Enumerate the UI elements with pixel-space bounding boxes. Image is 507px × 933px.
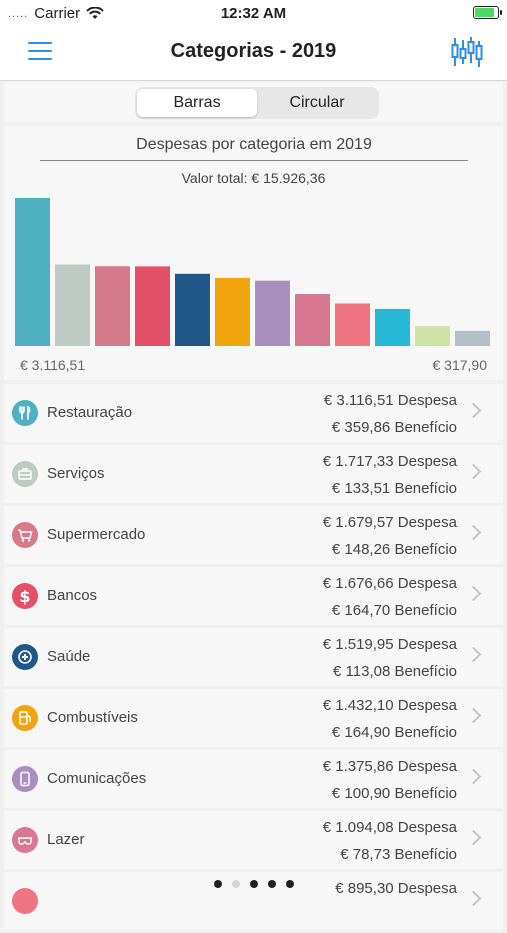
category-row-servicos[interactable]: Serviços € 1.717,33 Despesa € 133,51 Ben… xyxy=(4,445,503,503)
chevron-right-icon xyxy=(465,585,482,602)
chevron-right-icon xyxy=(465,768,482,785)
category-row-supermercado[interactable]: Supermercado € 1.679,57 Despesa € 148,26… xyxy=(4,506,503,564)
category-row-restauracao[interactable]: Restauração € 3.116,51 Despesa € 359,86 … xyxy=(4,384,503,442)
cart-icon xyxy=(12,522,38,548)
chart-bar xyxy=(95,266,130,346)
category-benefit: € 164,90 Benefício xyxy=(331,724,457,741)
category-row-bancos[interactable]: $ Bancos € 1.676,66 Despesa € 164,70 Ben… xyxy=(4,567,503,625)
category-benefit: € 100,90 Benefício xyxy=(331,785,457,802)
chevron-right-icon xyxy=(465,463,482,480)
page-dot-active[interactable] xyxy=(231,880,240,888)
chart-bar xyxy=(215,277,250,346)
chevron-right-icon xyxy=(465,402,482,419)
status-left: ..... Carrier xyxy=(8,5,104,22)
wifi-icon xyxy=(86,7,104,19)
chart-bar xyxy=(295,294,330,346)
category-benefit: € 133,51 Benefício xyxy=(331,480,457,497)
category-name: Restauração xyxy=(47,404,133,421)
page-title: Categorias - 2019 xyxy=(170,40,337,62)
category-expense: € 1.679,57 Despesa xyxy=(322,514,457,531)
segment-bars[interactable]: Barras xyxy=(137,89,257,117)
category-benefit: € 113,08 Benefício xyxy=(333,663,457,680)
chart-bar xyxy=(415,326,450,346)
category-row-comunicacoes[interactable]: Comunicações € 1.375,86 Despesa € 100,90… xyxy=(4,750,503,808)
category-expense: € 895,30 Despesa xyxy=(335,880,457,897)
leisure-icon xyxy=(12,827,38,853)
chart-bar xyxy=(375,308,410,346)
phone-icon xyxy=(12,766,38,792)
chart-bar xyxy=(135,266,170,346)
chevron-right-icon xyxy=(465,890,482,907)
page-dot[interactable] xyxy=(267,880,276,888)
status-bar: ..... Carrier 12:32 AM xyxy=(0,0,507,26)
segmented-control: Barras Circular xyxy=(135,87,379,119)
dollar-icon: $ xyxy=(12,583,38,609)
category-benefit: € 78,73 Benefício xyxy=(340,846,457,863)
carrier-label: Carrier xyxy=(34,5,81,22)
fuel-icon xyxy=(12,705,38,731)
health-icon xyxy=(12,644,38,670)
chart-bar xyxy=(455,330,490,346)
chart-bar xyxy=(175,273,210,346)
chart-bar xyxy=(15,198,50,346)
candlestick-chart-icon[interactable] xyxy=(451,36,485,68)
status-time: 12:32 AM xyxy=(220,5,287,22)
battery-icon xyxy=(473,6,502,19)
signal-dots: ..... xyxy=(8,7,29,20)
category-benefit: € 148,26 Benefício xyxy=(331,541,457,558)
category-expense: € 1.519,95 Despesa xyxy=(322,636,457,653)
nav-bar: Categorias - 2019 xyxy=(0,26,507,81)
page-dot[interactable] xyxy=(249,880,258,888)
chart-bar xyxy=(55,264,90,346)
category-expense: € 1.375,86 Despesa xyxy=(322,758,457,775)
chart-first-value-label: € 3.116,51 xyxy=(20,357,86,373)
chevron-right-icon xyxy=(465,646,482,663)
chart-card: Despesas por categoria em 2019 Valor tot… xyxy=(4,126,503,380)
category-name: Saúde xyxy=(47,648,91,665)
chevron-right-icon xyxy=(465,707,482,724)
services-icon xyxy=(12,461,38,487)
chart-total: Valor total: € 15.926,36 xyxy=(181,170,326,186)
page-dot[interactable] xyxy=(285,880,294,888)
category-benefit: € 359,86 Benefício xyxy=(331,419,457,436)
category-name: Supermercado xyxy=(47,526,146,543)
chart-title: Despesas por categoria em 2019 xyxy=(40,136,468,161)
hamburger-menu-icon[interactable] xyxy=(28,42,52,62)
category-name: Bancos xyxy=(47,587,98,604)
page-dot[interactable] xyxy=(213,880,222,888)
category-expense: € 1.676,66 Despesa xyxy=(322,575,457,592)
page-indicator[interactable] xyxy=(0,875,507,893)
category-row-saude[interactable]: Saúde € 1.519,95 Despesa € 113,08 Benefí… xyxy=(4,628,503,686)
category-row-lazer[interactable]: Lazer € 1.094,08 Despesa € 78,73 Benefíc… xyxy=(4,811,503,869)
segment-circular[interactable]: Circular xyxy=(289,94,345,111)
bar-chart xyxy=(15,198,490,346)
view-switcher-area: Barras Circular xyxy=(4,82,503,122)
category-name: Comunicações xyxy=(47,770,147,787)
category-name: Serviços xyxy=(47,465,105,482)
chart-last-value-label: € 317,90 xyxy=(432,357,488,373)
category-expense: € 1.717,33 Despesa xyxy=(322,453,457,470)
category-expense: € 3.116,51 Despesa xyxy=(323,392,457,409)
category-expense: € 1.094,08 Despesa xyxy=(322,819,457,836)
category-expense: € 1.432,10 Despesa xyxy=(322,697,457,714)
chart-bar xyxy=(255,280,290,346)
chevron-right-icon xyxy=(465,829,482,846)
category-benefit: € 164,70 Benefício xyxy=(331,602,457,619)
category-row-combustiveis[interactable]: Combustíveis € 1.432,10 Despesa € 164,90… xyxy=(4,689,503,747)
fork-knife-icon xyxy=(12,400,38,426)
chart-bar xyxy=(335,303,370,346)
category-name: Combustíveis xyxy=(47,709,138,726)
chevron-right-icon xyxy=(465,524,482,541)
category-name: Lazer xyxy=(47,831,85,848)
category-list: Restauração € 3.116,51 Despesa € 359,86 … xyxy=(4,384,503,933)
